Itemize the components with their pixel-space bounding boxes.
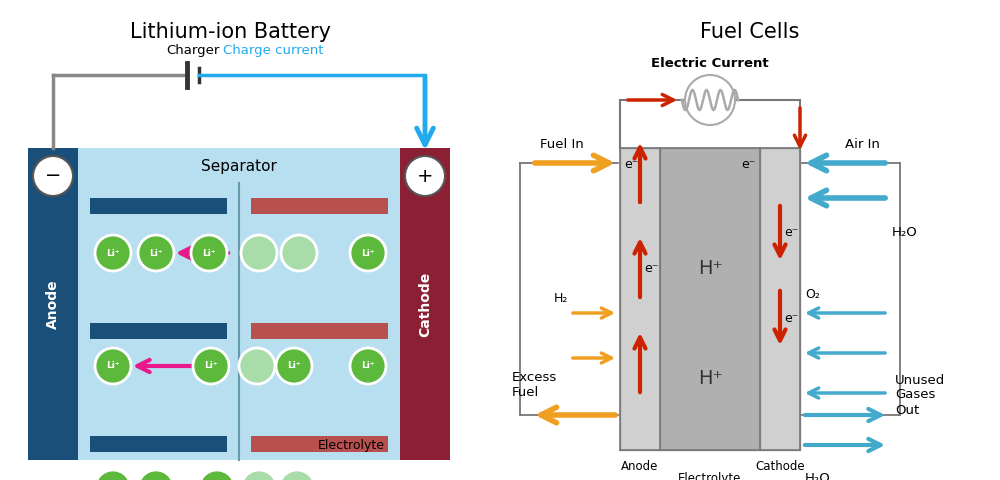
Text: e⁻: e⁻ (742, 158, 756, 171)
Text: −: − (45, 167, 61, 185)
FancyBboxPatch shape (620, 148, 660, 450)
FancyBboxPatch shape (251, 436, 388, 452)
Circle shape (350, 235, 386, 271)
FancyBboxPatch shape (760, 148, 800, 450)
Text: Li⁺: Li⁺ (361, 249, 375, 257)
FancyBboxPatch shape (90, 323, 227, 339)
Text: Separator: Separator (201, 158, 277, 173)
Text: Li⁺: Li⁺ (106, 361, 120, 371)
Circle shape (95, 470, 131, 480)
Text: Anode: Anode (46, 279, 60, 329)
FancyBboxPatch shape (400, 148, 450, 460)
Circle shape (241, 235, 277, 271)
FancyBboxPatch shape (251, 198, 388, 214)
Text: Fuel Cells: Fuel Cells (700, 22, 800, 42)
Text: e⁻: e⁻ (784, 312, 798, 324)
Text: Li⁺: Li⁺ (361, 361, 375, 371)
Circle shape (279, 470, 315, 480)
Text: Anode: Anode (621, 460, 659, 473)
Text: Electrolyte: Electrolyte (318, 439, 385, 452)
Text: Air In: Air In (845, 138, 880, 151)
Text: H₂O: H₂O (805, 471, 831, 480)
Text: Li⁺: Li⁺ (287, 361, 301, 371)
Circle shape (95, 348, 131, 384)
Circle shape (239, 348, 275, 384)
Text: O₂: O₂ (805, 288, 820, 301)
Circle shape (138, 235, 174, 271)
Text: Fuel In: Fuel In (540, 138, 584, 151)
Circle shape (685, 75, 735, 125)
FancyBboxPatch shape (660, 148, 760, 450)
Text: Li⁺: Li⁺ (149, 249, 163, 257)
Text: Li⁺: Li⁺ (106, 249, 120, 257)
Circle shape (350, 348, 386, 384)
Text: H₂O: H₂O (892, 227, 918, 240)
Text: Electrolyte: Electrolyte (678, 472, 742, 480)
Text: H⁺: H⁺ (698, 369, 722, 387)
Text: H₂: H₂ (554, 292, 568, 305)
Circle shape (276, 348, 312, 384)
Text: +: + (417, 167, 433, 185)
Text: Li⁺: Li⁺ (204, 361, 218, 371)
Text: Electric Current: Electric Current (651, 57, 769, 70)
Circle shape (405, 156, 445, 196)
Text: e⁻: e⁻ (624, 158, 638, 171)
Circle shape (241, 470, 277, 480)
Circle shape (33, 156, 73, 196)
Text: Cathode: Cathode (418, 271, 432, 336)
Circle shape (191, 235, 227, 271)
FancyBboxPatch shape (28, 148, 450, 460)
FancyBboxPatch shape (90, 198, 227, 214)
Text: Cathode: Cathode (755, 460, 805, 473)
Circle shape (95, 235, 131, 271)
Text: Charger: Charger (166, 44, 220, 57)
FancyBboxPatch shape (251, 323, 388, 339)
Text: Excess
Fuel: Excess Fuel (512, 371, 557, 399)
Circle shape (138, 470, 174, 480)
Circle shape (193, 348, 229, 384)
Text: Unused
Gases
Out: Unused Gases Out (895, 373, 945, 417)
FancyBboxPatch shape (90, 436, 227, 452)
Text: Charge current: Charge current (223, 44, 324, 57)
Text: Lithium-ion Battery: Lithium-ion Battery (130, 22, 330, 42)
Text: Li⁺: Li⁺ (202, 249, 216, 257)
Circle shape (281, 235, 317, 271)
Text: e⁻: e⁻ (784, 227, 798, 240)
Circle shape (199, 470, 235, 480)
FancyBboxPatch shape (28, 148, 78, 460)
Text: H⁺: H⁺ (698, 259, 722, 277)
Text: e⁻: e⁻ (644, 262, 658, 275)
